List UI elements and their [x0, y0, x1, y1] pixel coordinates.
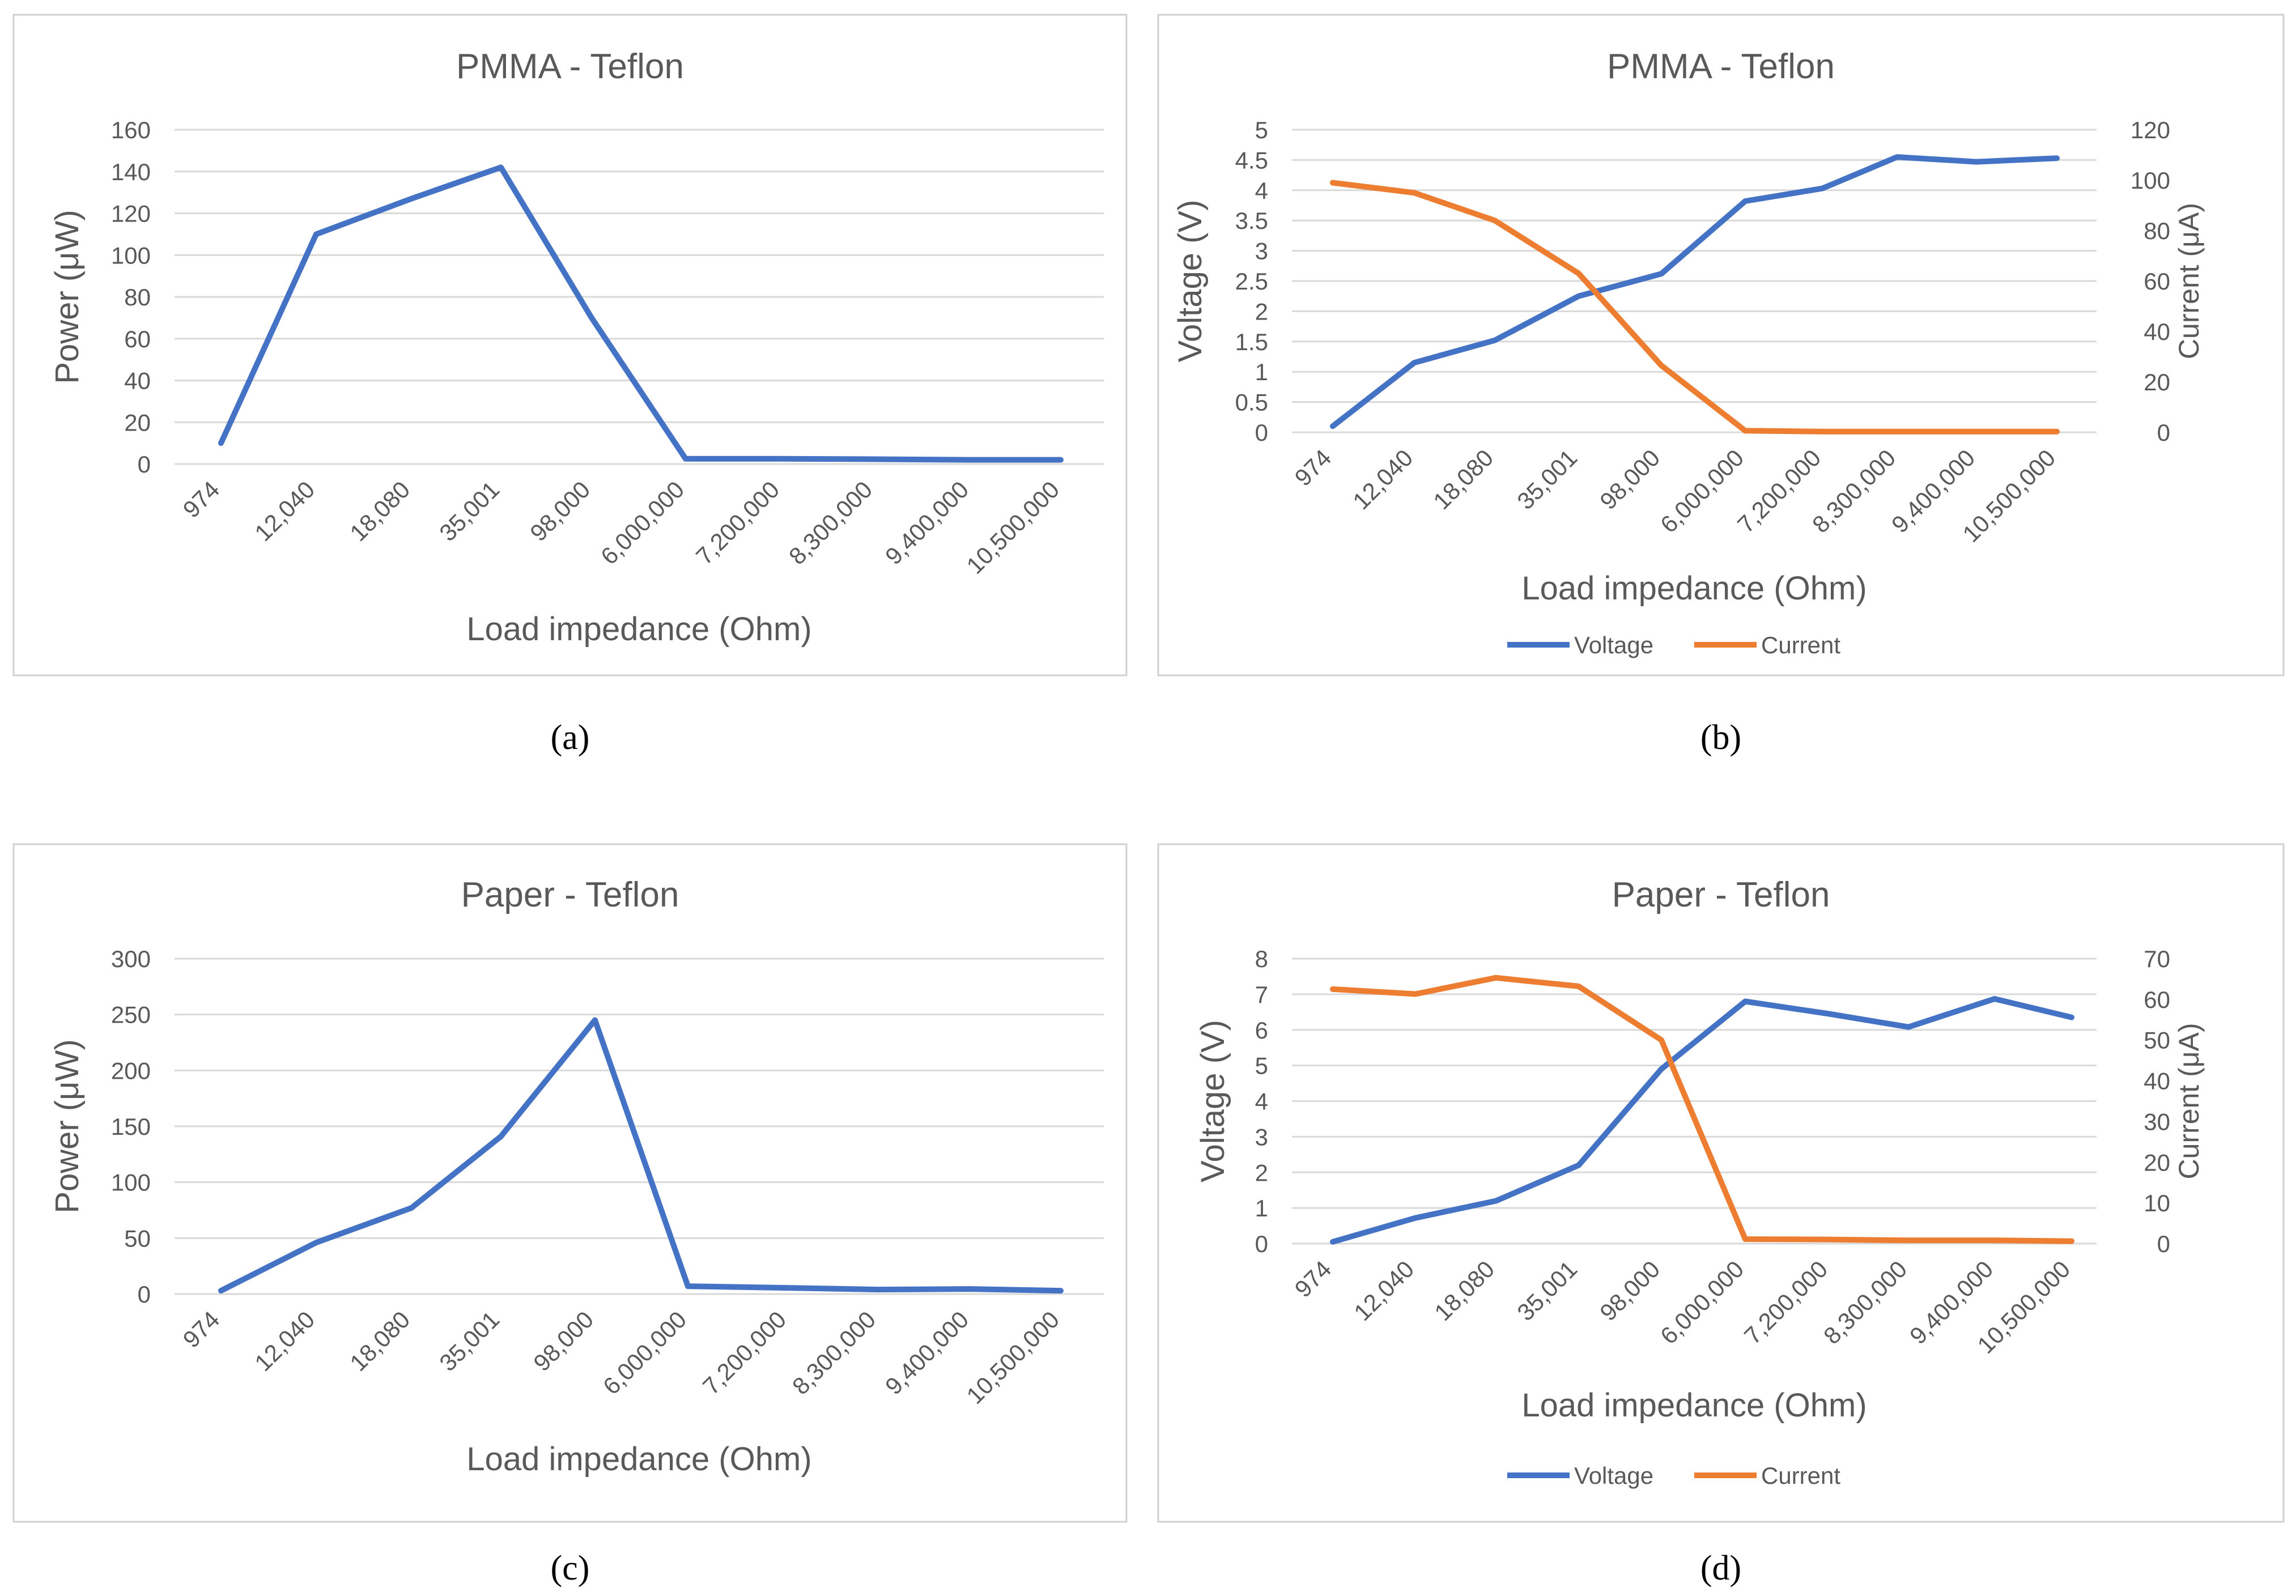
chart-panel-2: PMMA - Teflon 0 0.5 1 1.5 2 2.5 3 3.5 4 4.5 5 0 20 40 6…: [1157, 14, 2285, 676]
y-tick-label: 3: [1255, 1123, 1268, 1150]
y-tick-label: 6: [1255, 1017, 1268, 1044]
y-tick-label: 40: [124, 368, 151, 394]
y-tick-label: 120: [111, 201, 151, 227]
y-tick-label: 80: [124, 284, 151, 310]
y-tick-label: 100: [111, 1169, 151, 1196]
y2-tick-label: 60: [2144, 268, 2170, 295]
y-tick-label: 7: [1255, 981, 1268, 1008]
y2-tick-label: 50: [2144, 1027, 2170, 1054]
legend-label: Current: [1761, 1462, 1840, 1489]
y2-tick-label: 120: [2131, 117, 2170, 143]
current-series-line: [1330, 974, 2074, 1244]
y-tick-label: 200: [111, 1057, 151, 1084]
y-tick-label: 2: [1255, 298, 1268, 325]
voltage-series-line: [1330, 154, 2060, 429]
panel-caption: (b): [1700, 718, 1741, 757]
y-axis-label: Voltage (V): [1172, 200, 1209, 363]
power-series-line: [218, 164, 1064, 463]
y-tick-label: 5: [1255, 117, 1268, 143]
panel-caption: (c): [551, 1549, 590, 1588]
panel-caption: (a): [551, 718, 590, 757]
y2-tick-label: 80: [2144, 218, 2170, 244]
y-tick-label: 5: [1255, 1053, 1268, 1079]
y-axis-label: Power (μW): [49, 1039, 86, 1213]
y-tick-label: 160: [111, 117, 151, 143]
y2-tick-label: 100: [2131, 167, 2170, 194]
y2-tick-label: 40: [2144, 318, 2170, 345]
y-tick-label: 20: [124, 409, 151, 436]
y2-tick-label: 70: [2144, 946, 2170, 972]
y2-tick-label: 20: [2144, 369, 2170, 395]
y-tick-label: 0: [1255, 419, 1268, 446]
y2-tick-label: 10: [2144, 1190, 2170, 1216]
y-tick-label: 50: [124, 1225, 151, 1252]
legend: Voltage Current: [1507, 1462, 1840, 1489]
y-tick-label: 8: [1255, 946, 1268, 972]
y-tick-label: 100: [111, 242, 151, 269]
y-tick-label: 0: [138, 1281, 151, 1308]
y-tick-label: 0.5: [1235, 389, 1268, 416]
legend-label: Voltage: [1574, 632, 1653, 658]
y2-axis-label: Current (μA): [2173, 1023, 2205, 1179]
y-tick-label: 300: [111, 946, 151, 972]
power-series-line: [218, 1017, 1064, 1294]
y-tick-label: 1: [1255, 359, 1268, 385]
y2-tick-label: 0: [2157, 419, 2170, 446]
chart-title: PMMA - Teflon: [456, 47, 684, 86]
current-series-line: [1330, 180, 2060, 435]
chart-frame: [1157, 14, 2285, 676]
y-tick-label: 2: [1255, 1159, 1268, 1186]
y-tick-label: 0: [1255, 1231, 1268, 1257]
chart-title: Paper - Teflon: [1612, 875, 1830, 914]
y-tick-label: 3.5: [1235, 207, 1268, 234]
panel-caption: (d): [1700, 1549, 1741, 1588]
y-tick-label: 4: [1255, 1088, 1268, 1115]
y2-axis-label: Current (μA): [2173, 203, 2205, 359]
y2-tick-label: 60: [2144, 986, 2170, 1013]
legend-label: Current: [1761, 632, 1840, 658]
y-tick-label: 1.5: [1235, 329, 1268, 355]
y-axis-label: Voltage (V): [1194, 1020, 1231, 1182]
x-axis-label: Load impedance (Ohm): [466, 1441, 811, 1478]
y-tick-label: 140: [111, 159, 151, 185]
y-tick-label: 2.5: [1235, 268, 1268, 295]
y-tick-label: 250: [111, 1002, 151, 1028]
y-tick-label: 3: [1255, 238, 1268, 265]
y-tick-label: 4.5: [1235, 147, 1268, 173]
y-tick-label: 0: [138, 451, 151, 478]
y-tick-label: 1: [1255, 1195, 1268, 1222]
y-axis-label: Power (μW): [49, 210, 86, 384]
chart-title: Paper - Teflon: [461, 875, 679, 914]
y2-tick-label: 0: [2157, 1231, 2170, 1257]
y-tick-label: 60: [124, 326, 151, 352]
x-axis-label: Load impedance (Ohm): [1521, 1387, 1866, 1424]
legend: Voltage Current: [1507, 632, 1840, 658]
x-axis-label: Load impedance (Ohm): [1521, 570, 1866, 607]
y2-tick-label: 30: [2144, 1108, 2170, 1135]
voltage-series-line: [1330, 996, 2074, 1245]
chart-panel-4: Paper - Teflon01234567801020304050607097…: [1157, 843, 2285, 1523]
chart-title: PMMA - Teflon: [1607, 47, 1835, 86]
y-tick-label: 4: [1255, 177, 1268, 204]
chart-frame: [12, 14, 1128, 676]
y2-tick-label: 40: [2144, 1068, 2170, 1095]
x-axis-label: Load impedance (Ohm): [466, 611, 811, 648]
legend-label: Voltage: [1574, 1462, 1653, 1489]
y-tick-label: 150: [111, 1113, 151, 1140]
y2-tick-label: 20: [2144, 1149, 2170, 1176]
